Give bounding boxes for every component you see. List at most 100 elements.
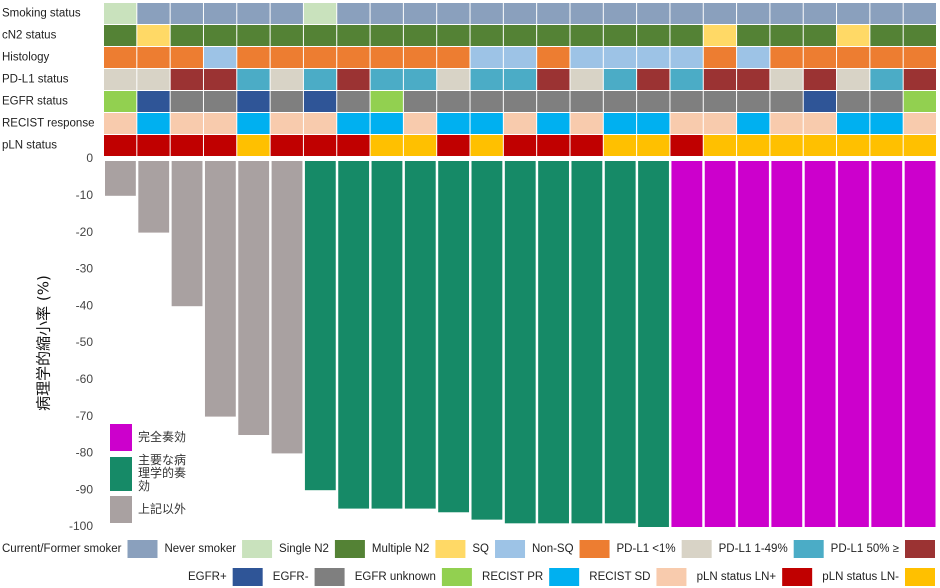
y-axis-title: 病理学的縮小率 (%) bbox=[35, 275, 53, 411]
legend-swatch bbox=[242, 540, 273, 558]
annotation-cell: pLN status LN+ bbox=[203, 135, 237, 156]
bar bbox=[571, 161, 603, 524]
annotation-cell: RECIST PR bbox=[537, 113, 570, 134]
legend-label: 完全奏効 bbox=[138, 430, 187, 444]
annotation-cell: RECIST PR bbox=[437, 113, 470, 134]
legend-label: Current/Former smoker bbox=[2, 543, 122, 555]
annotation-cell: PD-L1 1-49% bbox=[237, 69, 270, 90]
annotation-cell: Non-SQ bbox=[437, 47, 470, 68]
legend-swatch bbox=[110, 496, 132, 523]
annotation-cell: Non-SQ bbox=[803, 47, 837, 68]
annotation-cell: EGFR- bbox=[537, 91, 570, 112]
annotation-cell: EGFR- bbox=[203, 91, 237, 112]
annotation-cell: RECIST SD bbox=[503, 113, 537, 134]
legend-swatch bbox=[441, 568, 472, 586]
annotation-cell: Current/Former smoker bbox=[903, 3, 936, 24]
bar bbox=[738, 161, 769, 527]
annotation-cell: EGFR- bbox=[837, 91, 870, 112]
annotation-cell: Never smoker bbox=[303, 3, 337, 24]
annotation-cell: Single N2 bbox=[670, 25, 703, 46]
annotation-cell: Current/Former smoker bbox=[637, 3, 670, 24]
annotation-cell: Non-SQ bbox=[170, 47, 203, 68]
annotation-cell: Current/Former smoker bbox=[537, 3, 570, 24]
legend-label: pLN status LN+ bbox=[697, 571, 777, 583]
annotation-cell: Single N2 bbox=[437, 25, 470, 46]
legend-item: 完全奏効 bbox=[110, 424, 194, 451]
legend-label: Non-SQ bbox=[532, 543, 574, 555]
annotation-cell: SQ bbox=[570, 47, 603, 68]
annotation-cell: Single N2 bbox=[370, 25, 403, 46]
y-tick-label: -40 bbox=[76, 298, 94, 312]
annotation-cell: PD-L1 <1% bbox=[270, 69, 303, 90]
annotation-cell: Current/Former smoker bbox=[803, 3, 837, 24]
bar bbox=[471, 161, 503, 520]
annotation-cell: EGFR- bbox=[870, 91, 903, 112]
legend-label: Multiple N2 bbox=[372, 543, 430, 555]
bar bbox=[404, 161, 436, 509]
legend-label: EGFR- bbox=[273, 571, 309, 583]
y-tick-label: -10 bbox=[76, 188, 94, 202]
annotation-cell: PD-L1 50% ≥ bbox=[203, 69, 237, 90]
annotation-cell: pLN status LN+ bbox=[670, 135, 703, 156]
annotation-cell: PD-L1 50% ≥ bbox=[903, 69, 936, 90]
annotation-cell: pLN status LN- bbox=[370, 135, 403, 156]
annotation-cell: RECIST SD bbox=[403, 113, 437, 134]
legend-swatch bbox=[314, 568, 345, 586]
annotation-cell: Single N2 bbox=[570, 25, 603, 46]
row-label: RECIST response bbox=[2, 118, 94, 130]
annotation-cell: PD-L1 <1% bbox=[837, 69, 870, 90]
annotation-cell: SQ bbox=[603, 47, 637, 68]
annotation-cell: PD-L1 1-49% bbox=[470, 69, 503, 90]
legend-swatch bbox=[110, 424, 132, 451]
annotation-cell: Single N2 bbox=[337, 25, 370, 46]
annotation-cell: EGFR- bbox=[337, 91, 370, 112]
annotation-cell: EGFR- bbox=[503, 91, 537, 112]
annotation-cell: Single N2 bbox=[237, 25, 270, 46]
annotation-cell: Current/Former smoker bbox=[603, 3, 637, 24]
annotation-cell: Current/Former smoker bbox=[403, 3, 437, 24]
y-tick-label: -70 bbox=[76, 409, 94, 423]
annotation-cell: PD-L1 <1% bbox=[137, 69, 170, 90]
annotation-cell: EGFR unknown bbox=[104, 91, 137, 112]
annotation-cell: pLN status LN- bbox=[470, 135, 503, 156]
bar bbox=[438, 161, 470, 513]
annotation-cell: pLN status LN- bbox=[703, 135, 737, 156]
legend-swatch bbox=[656, 568, 687, 586]
annotation-cell: Single N2 bbox=[470, 25, 503, 46]
annotation-cell: Current/Former smoker bbox=[670, 3, 703, 24]
annotation-cell: pLN status LN- bbox=[237, 135, 270, 156]
legend-item: 上記以外 bbox=[110, 496, 194, 523]
y-tick-label: 0 bbox=[86, 151, 93, 165]
annotation-cell: SQ bbox=[470, 47, 503, 68]
legend-swatch bbox=[110, 456, 132, 491]
annotation-cell: pLN status LN+ bbox=[337, 135, 370, 156]
annotation-cell: RECIST SD bbox=[303, 113, 337, 134]
row-label: cN2 status bbox=[2, 30, 57, 42]
annotation-cell: PD-L1 1-49% bbox=[303, 69, 337, 90]
annotation-cell: RECIST PR bbox=[237, 113, 270, 134]
row-label: PD-L1 status bbox=[2, 74, 69, 86]
annotation-cell: EGFR+ bbox=[237, 91, 270, 112]
bar bbox=[338, 161, 370, 509]
legend-label: RECIST SD bbox=[589, 571, 650, 583]
bar bbox=[871, 161, 903, 527]
bar bbox=[904, 161, 936, 527]
annotation-cell: Non-SQ bbox=[903, 47, 936, 68]
annotation-cell: Current/Former smoker bbox=[270, 3, 303, 24]
bar-legend: 完全奏効主要な病理学的奏効上記以外 bbox=[110, 424, 194, 523]
annotation-cell: SQ bbox=[670, 47, 703, 68]
annotation-cell: Non-SQ bbox=[703, 47, 737, 68]
annotation-cell: Non-SQ bbox=[270, 47, 303, 68]
annotation-cell: Single N2 bbox=[770, 25, 803, 46]
annotation-cell: PD-L1 50% ≥ bbox=[637, 69, 670, 90]
annotation-cell: RECIST PR bbox=[637, 113, 670, 134]
legend-label: PD-L1 <1% bbox=[617, 543, 676, 555]
annotation-cell: Current/Former smoker bbox=[237, 3, 270, 24]
annotation-cell: Single N2 bbox=[170, 25, 203, 46]
annotation-cell: RECIST PR bbox=[370, 113, 403, 134]
annotation-cell: PD-L1 1-49% bbox=[670, 69, 703, 90]
annotation-cell: pLN status LN+ bbox=[104, 135, 137, 156]
legend-item: 主要な病理学的奏効 bbox=[110, 454, 194, 493]
